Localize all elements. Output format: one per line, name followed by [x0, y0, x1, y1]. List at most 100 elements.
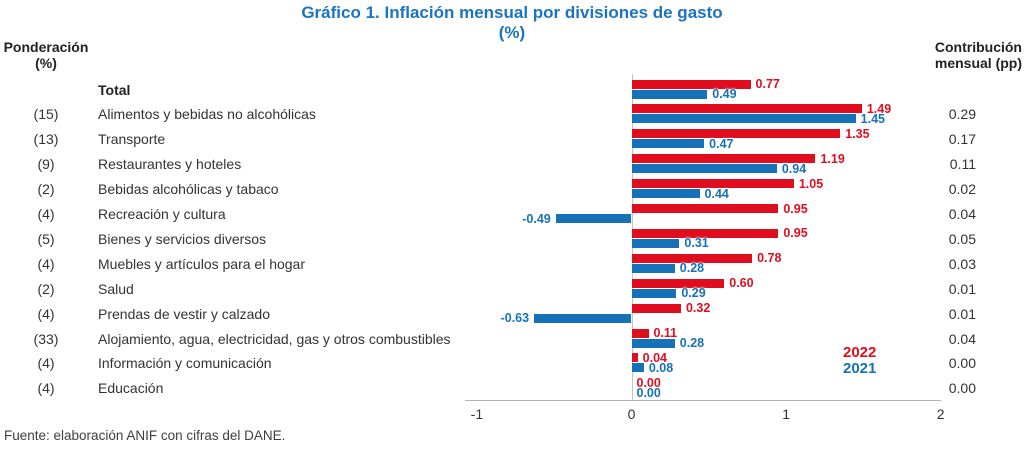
contribucion-value: 0.00	[948, 380, 976, 397]
bar-2022	[631, 353, 638, 363]
legend-item-2021: 2021	[843, 360, 877, 377]
bar-value-2022: 0.11	[653, 326, 678, 340]
bar-2022	[631, 154, 816, 164]
ponderacion-header: Ponderación (%)	[0, 39, 92, 71]
bar-2021	[631, 114, 856, 124]
bar-2022	[631, 303, 681, 313]
bar-value-2021: 0.28	[679, 336, 705, 350]
ponderacion-value: (4)	[37, 255, 55, 272]
bar-value-2021: 0.94	[781, 161, 807, 176]
contribucion-value: 0.04	[948, 206, 976, 222]
category-label: Salud	[98, 280, 134, 297]
bar-value-2021: 0.28	[679, 261, 705, 276]
contribucion-value: 0.02	[948, 181, 976, 198]
ponderacion-value: (4)	[37, 380, 55, 397]
bar-value-2022: 0.78	[757, 251, 782, 266]
category-label: Prendas de vestir y calzado	[98, 305, 270, 322]
bar-value-2021: -0.63	[500, 311, 530, 326]
contribucion-value: 0.05	[948, 230, 976, 247]
bar-2021	[631, 288, 677, 298]
bar-2022	[631, 79, 751, 89]
ponderacion-header-line2: (%)	[35, 55, 57, 71]
bar-value-2021: 0.00	[636, 385, 661, 400]
category-label: Información y comunicación	[98, 355, 272, 372]
source-note: Fuente: elaboración ANIF con cifras del …	[4, 428, 286, 443]
bar-2021	[555, 214, 632, 223]
bar-value-2022: 1.05	[798, 176, 824, 191]
bar-value-2021: -0.49	[522, 211, 551, 226]
category-label: Bebidas alcohólicas y tabaco	[98, 181, 279, 198]
bar-2022	[631, 328, 649, 338]
category-label: Transporte	[98, 131, 166, 148]
ponderacion-value: (5)	[37, 230, 55, 247]
bar-value-2022: 1.19	[820, 151, 845, 166]
bar-value-2022: 1.49	[866, 101, 892, 116]
ponderacion-header-line1: Ponderación	[3, 39, 89, 55]
contribucion-value: 0.04	[948, 330, 976, 347]
category-label: Educación	[98, 380, 164, 397]
contribucion-value: 0.17	[948, 131, 976, 148]
contribucion-header: Contribución mensual (pp)	[912, 39, 1022, 71]
x-axis-tick-label: -1	[470, 406, 484, 422]
bar-2021	[631, 238, 680, 248]
ponderacion-value: (4)	[37, 355, 55, 372]
contribucion-value: 0.03	[948, 255, 976, 272]
bar-value-2021: 0.31	[684, 236, 709, 251]
category-label: Muebles y artículos para el hogar	[98, 255, 305, 272]
ponderacion-value: (4)	[37, 305, 55, 322]
bar-value-2021: 0.08	[648, 360, 674, 375]
ponderacion-value: (15)	[33, 106, 59, 123]
bar-2021	[631, 189, 700, 199]
bar-2021	[631, 164, 777, 174]
bar-value-2022: 0.04	[642, 350, 668, 365]
bar-2022	[631, 129, 841, 139]
bar-2022	[631, 228, 779, 238]
contribucion-value: 0.01	[948, 305, 976, 322]
bar-2021	[631, 338, 675, 348]
bar-value-2021: 0.29	[681, 286, 706, 301]
bar-value-2022: 1.35	[845, 126, 870, 141]
bar-value-2022: 0.60	[729, 276, 754, 291]
chart-title: Gráfico 1. Inflación mensual por divisio…	[0, 3, 1024, 43]
bar-2022	[631, 179, 794, 189]
bar-2022	[631, 104, 862, 114]
bar-value-2021: 0.44	[704, 186, 729, 201]
category-label: Alimentos y bebidas no alcohólicas	[98, 106, 316, 123]
bar-2022	[631, 278, 725, 288]
bar-value-2021: 0.49	[712, 87, 737, 101]
ponderacion-value: (9)	[37, 156, 55, 173]
bar-value-2022: 0.95	[783, 226, 808, 241]
ponderacion-value: (33)	[33, 330, 59, 347]
bar-2021	[534, 313, 632, 323]
category-label: Total	[98, 81, 131, 98]
bar-2022	[631, 253, 753, 263]
bar-value-2022: 0.00	[636, 375, 661, 390]
bar-2021	[631, 139, 705, 149]
x-axis-line	[465, 400, 941, 401]
category-label: Bienes y servicios diversos	[98, 230, 267, 247]
category-label: Alojamiento, agua, electricidad, gas y o…	[98, 330, 451, 347]
bar-2022	[631, 204, 779, 213]
legend-item-2022: 2022	[843, 344, 877, 361]
x-axis-tick-label: 1	[782, 406, 790, 422]
ponderacion-value: (2)	[37, 181, 55, 198]
ponderacion-value: (13)	[33, 131, 59, 148]
bar-value-2022: 0.95	[783, 201, 808, 216]
contribucion-header-line2: mensual (pp)	[934, 55, 1022, 71]
contribucion-value: 0.01	[948, 280, 976, 297]
bar-2021	[631, 89, 708, 99]
bar-2021	[631, 363, 644, 373]
bar-value-2021: 1.45	[860, 111, 885, 126]
category-label: Recreación y cultura	[98, 206, 226, 222]
x-axis-tick-label: 2	[936, 406, 945, 422]
category-label: Restaurantes y hoteles	[98, 156, 242, 173]
bar-2021	[631, 263, 675, 273]
chart-title-line1: Gráfico 1. Inflación mensual por divisio…	[301, 3, 723, 22]
contribucion-value: 0.29	[948, 106, 976, 123]
bar-value-2022: 0.32	[685, 301, 711, 316]
chart-title-line2: (%)	[498, 23, 526, 42]
ponderacion-value: (2)	[37, 280, 55, 297]
ponderacion-value: (4)	[37, 206, 55, 222]
